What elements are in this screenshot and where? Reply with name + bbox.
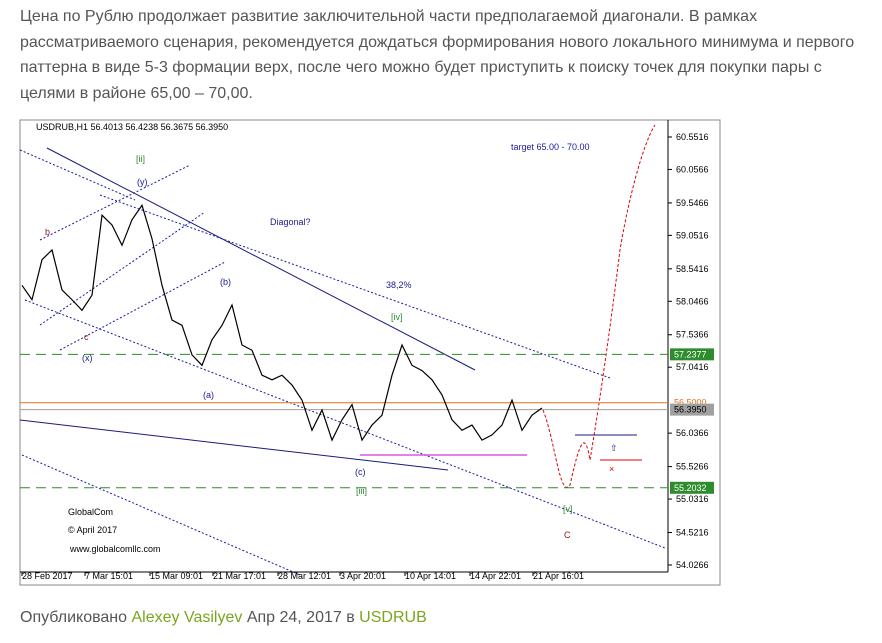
- y-tick-label: 60.5516: [676, 132, 709, 142]
- y-tick-label: 59.5466: [676, 198, 709, 208]
- y-tick-label: 58.5416: [676, 264, 709, 274]
- chart-title: USDRUB,H1 56.4013 56.4238 56.3675 56.395…: [36, 122, 228, 132]
- svg-text:×: ×: [609, 464, 614, 474]
- text-line: целями в районе 65,00 – 70,00.: [20, 84, 253, 102]
- y-tick-label: 55.5266: [676, 462, 709, 472]
- x-tick-label: 7 Mar 15:01: [85, 571, 133, 581]
- article-text: Цена по Рублю продолжает развитие заключ…: [20, 4, 882, 106]
- y-tick-label: 57.0416: [676, 362, 709, 372]
- level-label: 56.5000: [674, 398, 707, 408]
- trendlines: ⇧ ×: [19, 124, 666, 576]
- x-tick-label: 15 Mar 09:01: [150, 571, 203, 581]
- footer-date: Апр 24, 2017 в: [246, 609, 355, 626]
- annotation: [iv]: [391, 312, 403, 322]
- text-line: Цена по Рублю продолжает развитие заключ…: [20, 8, 758, 25]
- x-tick-label: 28 Feb 2017: [22, 571, 73, 581]
- level-label: 55.2032: [674, 483, 707, 493]
- annotation: GlobalCom: [68, 507, 113, 517]
- x-tick-label: 28 Mar 12:01: [278, 571, 331, 581]
- y-tick-label: 59.0516: [676, 230, 709, 240]
- annotation: 38,2%: [386, 280, 412, 290]
- annotation: (y): [137, 177, 148, 187]
- annotation: C: [564, 530, 571, 540]
- chart: ⇧ × USDRUB,H1 56.4013 56.4238 56.3675 56…: [19, 119, 721, 586]
- chart-frame: [19, 119, 721, 586]
- annotation: (a): [203, 390, 214, 400]
- footer: Опубликовано Alexey Vasilyev Апр 24, 201…: [20, 609, 427, 627]
- annotation: (b): [220, 277, 231, 287]
- y-tick-label: 56.0366: [676, 428, 709, 438]
- text-line: рассматриваемого сценария, рекомендуется…: [20, 33, 855, 51]
- annotation: Diagonal?: [270, 217, 311, 227]
- annotation: [v]: [563, 504, 573, 514]
- level-box: [670, 481, 714, 494]
- level-box: [670, 403, 714, 416]
- x-tick-label: 3 Apr 20:01: [340, 571, 386, 581]
- price-line: [21, 203, 543, 442]
- y-tick-label: 57.5366: [676, 330, 709, 340]
- y-tick-label: 58.0466: [676, 296, 709, 306]
- annotation: c: [84, 332, 89, 342]
- x-tick-label: 21 Apr 16:01: [533, 571, 584, 581]
- y-tick-label: 55.0316: [676, 494, 709, 504]
- level-box: [670, 348, 714, 361]
- level-label: 57.2377: [674, 349, 707, 359]
- annotation: [ii]: [136, 154, 145, 164]
- author-link[interactable]: Alexey Vasilyev: [131, 609, 243, 626]
- footer-prefix: Опубликовано: [20, 609, 128, 626]
- annotation: [iii]: [356, 486, 367, 496]
- annotation: © April 2017: [68, 525, 117, 535]
- annotation: (c): [355, 467, 366, 477]
- annotation: target 65.00 - 70.00: [511, 142, 590, 152]
- annotation: www.globalcomllc.com: [69, 544, 161, 554]
- text-line: паттерна в виде 5-3 формации верх, после…: [20, 59, 822, 76]
- level-label: 56.3950: [674, 405, 707, 415]
- annotation: (x): [82, 353, 93, 363]
- x-tick-label: 10 Apr 14:01: [405, 571, 456, 581]
- x-tick-label: 14 Apr 22:01: [470, 571, 521, 581]
- x-tick-label: 21 Mar 17:01: [213, 571, 266, 581]
- symbol-link[interactable]: USDRUB: [359, 609, 427, 626]
- annotation: b: [45, 227, 50, 237]
- y-tick-label: 60.0566: [676, 164, 709, 174]
- svg-text:⇧: ⇧: [610, 443, 618, 453]
- y-tick-label: 54.0266: [676, 560, 709, 570]
- y-tick-label: 54.5216: [676, 528, 709, 538]
